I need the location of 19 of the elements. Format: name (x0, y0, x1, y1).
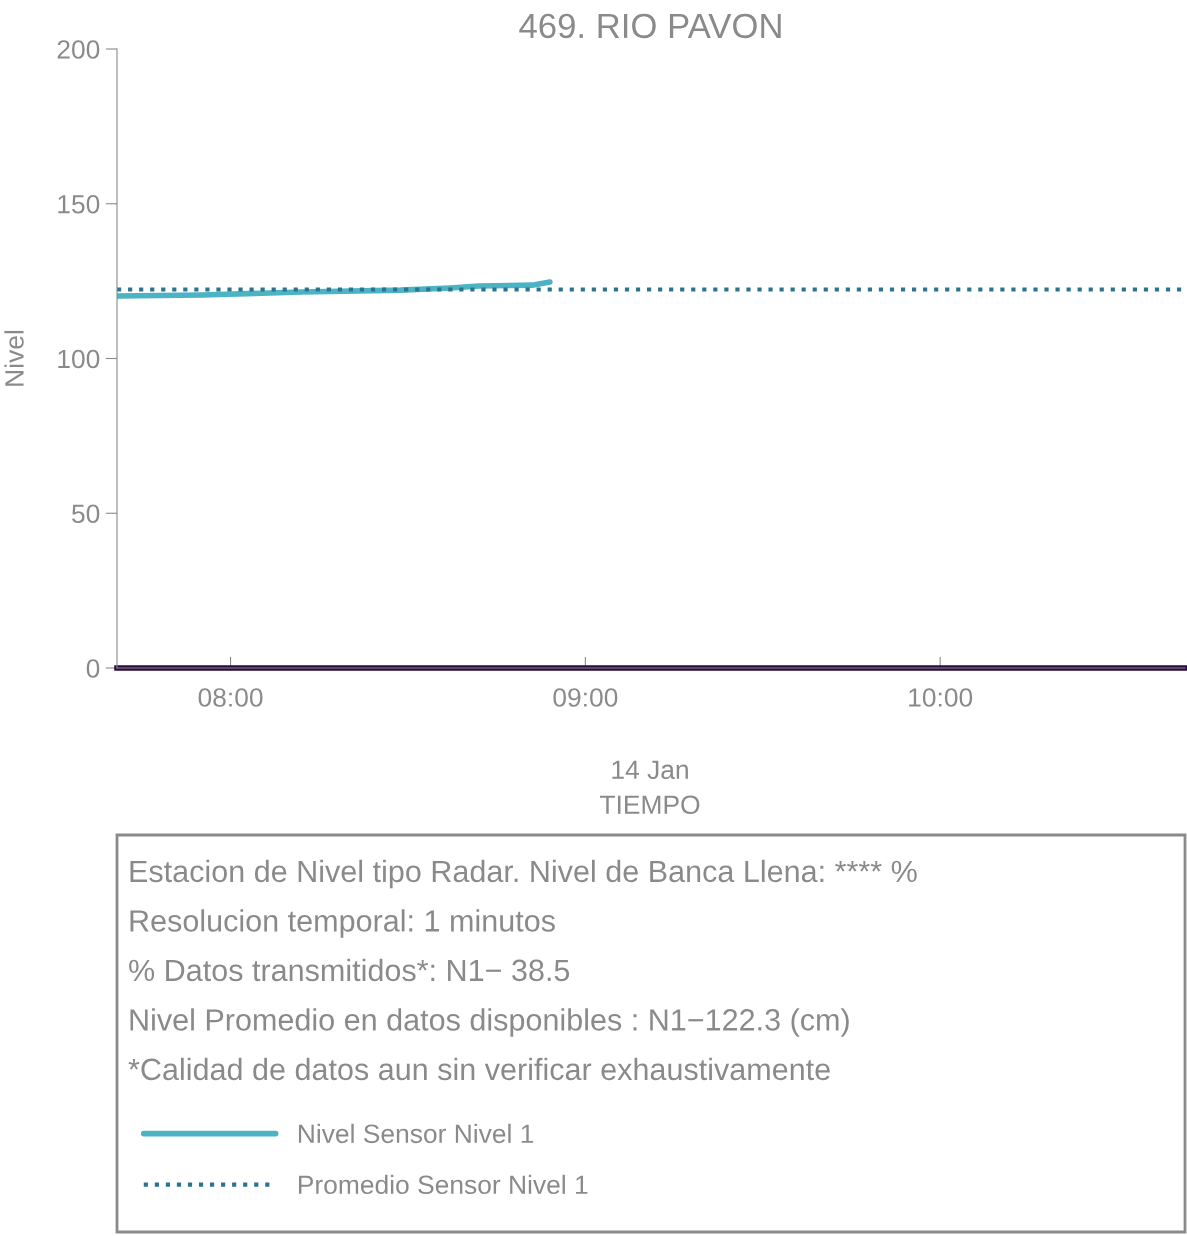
y-axis-title: Nivel (4, 330, 24, 386)
text: Resolucion temporal: 1 minutos (130, 909, 555, 938)
x-tick-label: 09:00 (553, 688, 618, 707)
y-tick-label: 50 (72, 504, 100, 524)
text: Estacion de Nivel tipo Radar. Nivel de Banca Llena: **** % (130, 859, 917, 889)
legend-label: Nivel Sensor Nivel 1 (298, 1123, 534, 1144)
y-tick-label: 100 (58, 349, 100, 369)
legend-label: Promedio Sensor Nivel 1 (298, 1174, 588, 1195)
y-tick-label: 200 (57, 40, 100, 59)
y-tick-label: 0 (86, 659, 100, 678)
text: *Calidad de datos aun sin verificar exhaustivamente (128, 1057, 830, 1081)
x-axis-title: TIEMPO (600, 795, 700, 815)
text: Nivel Promedio en datos disponibles : N1−122.3 (cm) (130, 1008, 849, 1037)
text: % Datos transmitidos*: N1− 38.5 (129, 958, 570, 982)
y-tick-label: 150 (58, 194, 100, 214)
chart-title: 469. RIO PAVON (519, 13, 781, 39)
text: 14 Jan (612, 760, 688, 780)
x-tick-label: 08:00 (198, 688, 263, 707)
x-tick-label: 10:00 (909, 688, 973, 707)
